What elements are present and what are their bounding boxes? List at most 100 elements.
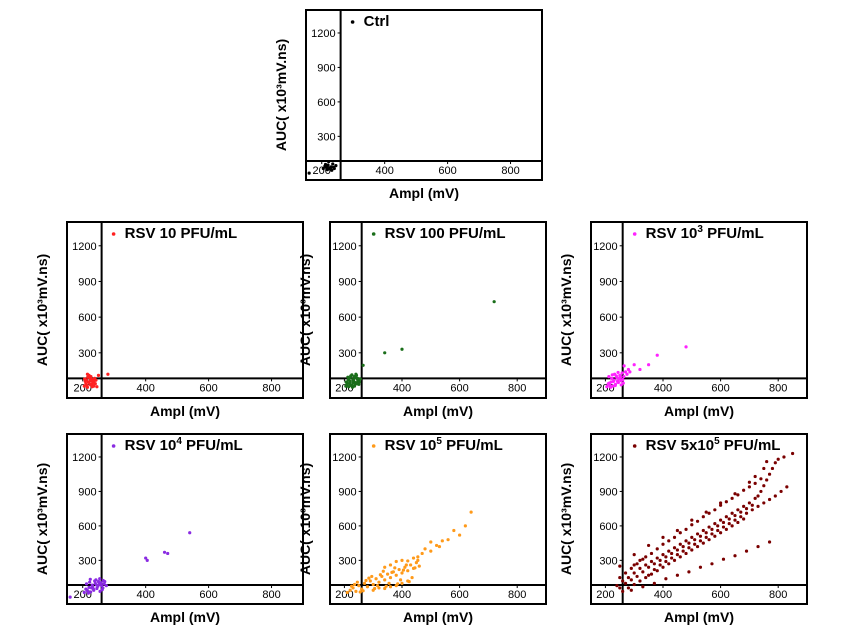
data-point	[678, 531, 682, 535]
data-point	[767, 540, 772, 544]
x-tick-label: 400	[136, 589, 154, 601]
legend-marker	[632, 444, 637, 448]
data-point	[406, 579, 410, 583]
data-point	[710, 562, 714, 566]
data-point	[357, 584, 361, 588]
legend-text: RSV 10	[646, 225, 698, 242]
data-point	[423, 547, 427, 551]
panel-rsv-1e4: 200 400 600 800 300 600 900 1200 RSV 104 PFU/mL A…	[34, 433, 304, 625]
data-point	[649, 559, 654, 564]
data-point	[331, 162, 335, 166]
data-point	[375, 584, 380, 588]
legend-text-rest: PFU/mL	[720, 437, 781, 454]
panel-rsv-5e5: 200 400 600 800 300 600 900 1200 RSV 5x105 PFU/m…	[558, 433, 808, 625]
data-point	[767, 472, 772, 476]
x-tick-label: 600	[199, 382, 217, 394]
data-point	[641, 585, 645, 589]
data-point	[371, 588, 375, 592]
data-point	[690, 518, 694, 522]
data-point	[727, 521, 731, 526]
data-point	[388, 563, 393, 567]
data-point	[744, 507, 749, 511]
data-point	[670, 551, 674, 556]
data-point	[687, 570, 691, 574]
y-tick-label: 1200	[593, 241, 617, 253]
data-point	[68, 595, 72, 599]
panel-rsv-1e5: 200 400 600 800 300 600 900 1200 RSV 105 PFU/mL A…	[297, 433, 547, 625]
y-tick-label: 600	[599, 312, 617, 324]
data-point	[747, 480, 752, 484]
data-point	[753, 481, 757, 485]
data-point	[647, 543, 651, 548]
data-point	[626, 586, 631, 590]
data-point	[377, 586, 381, 590]
data-point	[98, 577, 102, 581]
data-point	[710, 527, 714, 531]
data-point	[629, 588, 633, 592]
data-point	[744, 511, 749, 515]
x-tick-label: 800	[262, 382, 280, 394]
data-point	[429, 549, 433, 553]
data-point	[386, 572, 390, 576]
plot-frame	[590, 433, 808, 605]
data-point	[350, 373, 354, 377]
data-point	[440, 539, 444, 543]
data-point	[698, 565, 703, 569]
data-point	[188, 531, 192, 535]
data-point	[96, 373, 101, 378]
data-point	[675, 528, 680, 533]
data-point	[370, 574, 374, 579]
plot-frame	[590, 221, 808, 399]
data-point	[368, 579, 372, 583]
data-point	[383, 565, 387, 569]
x-tick-label: 400	[654, 589, 672, 601]
data-point	[413, 566, 417, 570]
x-axis-label: Ampl (mV)	[664, 609, 734, 625]
data-point	[325, 168, 329, 172]
y-tick-label: 1200	[72, 241, 96, 253]
legend-marker	[632, 232, 637, 236]
data-point	[670, 556, 674, 560]
data-point	[698, 534, 703, 538]
data-point	[675, 553, 680, 557]
data-point	[684, 551, 688, 556]
data-point	[693, 542, 697, 546]
data-point	[420, 551, 424, 556]
y-tick-label: 600	[78, 521, 96, 533]
data-point	[667, 539, 671, 543]
y-axis-label: AUC( x10³mV.ns)	[558, 254, 574, 366]
data-point	[345, 383, 349, 387]
data-point	[101, 586, 105, 590]
data-point	[649, 551, 654, 556]
data-point	[85, 588, 89, 592]
data-point	[86, 591, 90, 595]
legend-label: RSV 100 PFU/mL	[385, 225, 506, 242]
plot-frame	[66, 221, 304, 399]
data-point	[144, 556, 148, 560]
data-point	[658, 558, 662, 562]
data-point	[716, 528, 720, 533]
y-tick-label: 1200	[72, 452, 96, 464]
legend-marker	[111, 444, 116, 448]
data-point	[406, 559, 410, 563]
data-point	[770, 466, 775, 471]
data-point	[695, 519, 700, 523]
data-point	[739, 515, 743, 519]
data-point	[678, 555, 682, 559]
data-point	[736, 493, 740, 497]
data-point	[695, 532, 700, 536]
data-point	[730, 511, 734, 515]
data-point	[607, 374, 611, 379]
data-point	[791, 451, 795, 456]
data-point	[91, 587, 96, 591]
data-point	[785, 485, 789, 489]
data-point	[782, 455, 786, 459]
legend-label: RSV 104 PFU/mL	[125, 436, 243, 454]
data-point	[99, 581, 103, 585]
data-point	[416, 558, 420, 562]
x-tick-label: 600	[450, 382, 468, 394]
data-point	[622, 364, 626, 368]
x-tick-label: 600	[450, 589, 468, 601]
y-tick-label: 900	[317, 62, 335, 74]
legend-label: RSV 103 PFU/mL	[646, 224, 764, 242]
